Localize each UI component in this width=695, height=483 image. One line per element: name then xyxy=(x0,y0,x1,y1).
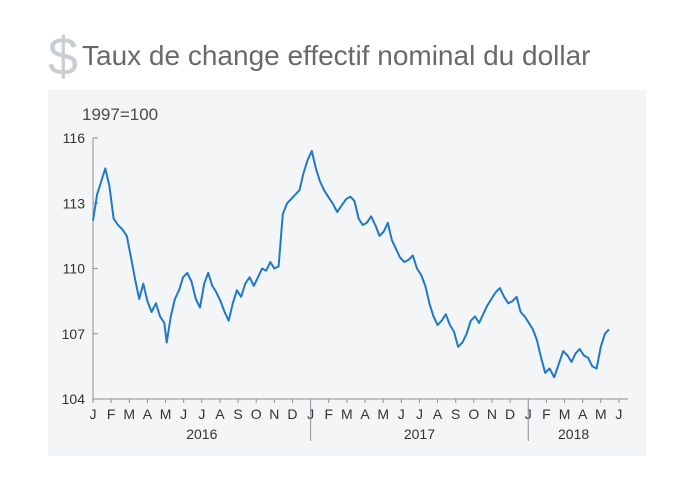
x-tick-label: A xyxy=(578,406,588,422)
x-tick-label: M xyxy=(341,406,353,422)
x-tick-label: N xyxy=(487,406,497,422)
x-tick-label: A xyxy=(215,406,225,422)
x-tick-label: O xyxy=(468,406,479,422)
y-tick-label: 107 xyxy=(62,326,86,342)
x-tick-label: M xyxy=(123,406,135,422)
x-tick-label: F xyxy=(107,406,116,422)
x-tick-label: D xyxy=(287,406,297,422)
x-tick-label: J xyxy=(180,406,187,422)
year-label: 2016 xyxy=(186,426,217,442)
x-tick-label: N xyxy=(269,406,279,422)
chart-title: Taux de change effectif nominal du dolla… xyxy=(82,40,591,71)
x-tick-label: A xyxy=(360,406,370,422)
x-tick-label: J xyxy=(416,406,423,422)
x-tick-label: A xyxy=(433,406,443,422)
x-tick-label: S xyxy=(233,406,242,422)
x-tick-label: M xyxy=(160,406,172,422)
y-tick-label: 104 xyxy=(62,391,86,407)
x-tick-label: F xyxy=(324,406,333,422)
dollar-sign-icon: $ xyxy=(48,27,79,87)
x-tick-label: F xyxy=(542,406,551,422)
x-tick-label: D xyxy=(505,406,515,422)
x-tick-label: O xyxy=(251,406,262,422)
x-tick-label: J xyxy=(398,406,405,422)
y-tick-label: 113 xyxy=(63,195,86,211)
series-line xyxy=(92,150,610,379)
x-tick-label: A xyxy=(143,406,153,422)
x-tick-label: M xyxy=(377,406,389,422)
x-tick-label: J xyxy=(198,406,205,422)
year-label: 2017 xyxy=(404,426,435,442)
chart-panel xyxy=(48,90,646,456)
x-tick-label: S xyxy=(451,406,460,422)
x-tick-label: M xyxy=(559,406,571,422)
y-tick-label: 110 xyxy=(63,261,86,277)
year-label: 2018 xyxy=(558,426,589,442)
x-tick-label: M xyxy=(595,406,607,422)
unit-label: 1997=100 xyxy=(82,105,159,124)
x-tick-label: J xyxy=(615,406,622,422)
y-tick-label: 116 xyxy=(63,130,86,146)
x-tick-label: J xyxy=(90,406,97,422)
